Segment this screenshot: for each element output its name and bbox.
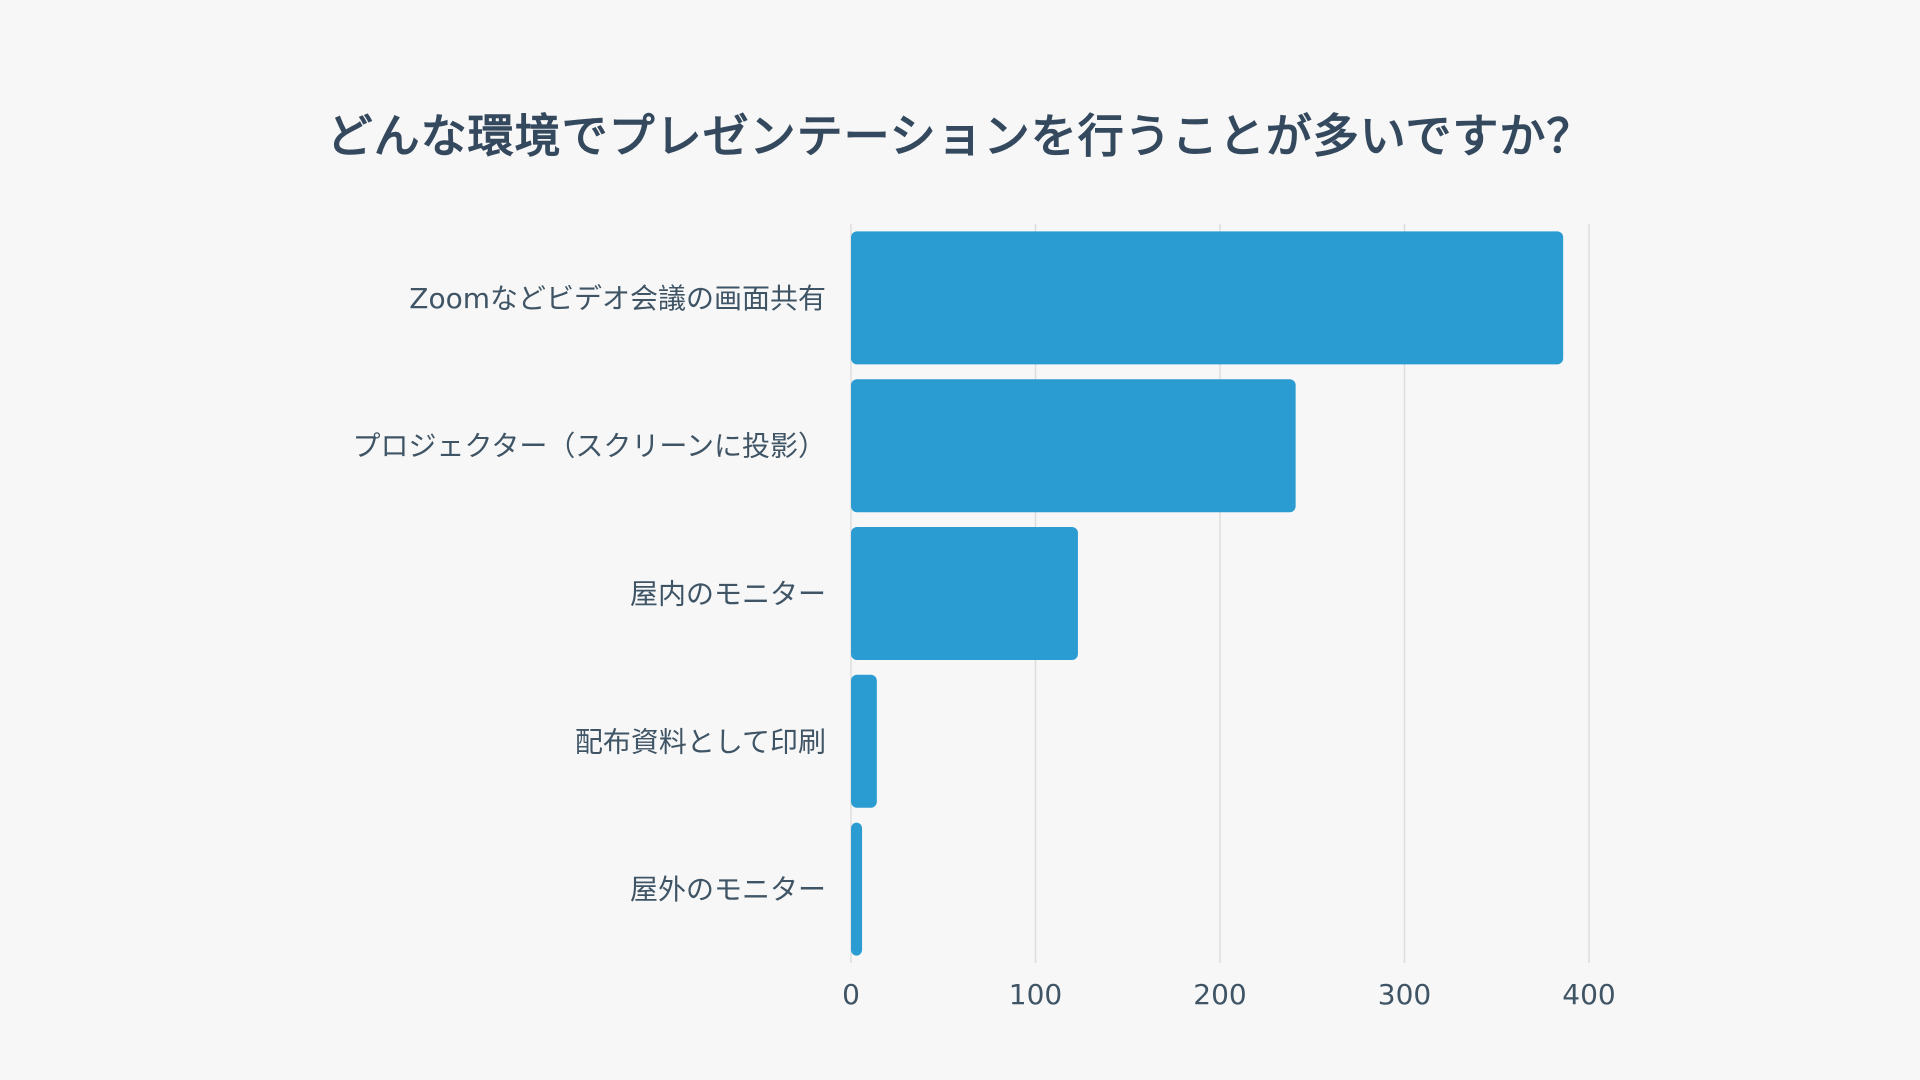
chart-title: どんな環境でプレゼンテーションを行うことが多いですか？ bbox=[326, 109, 1594, 163]
x-tick-label: 400 bbox=[1562, 978, 1615, 1011]
bar-4 bbox=[851, 822, 863, 956]
bar-0 bbox=[851, 231, 1564, 365]
category-label: 配布資料として印刷 bbox=[575, 725, 826, 758]
x-axis-ticks: 0 100 200 300 400 bbox=[842, 978, 1616, 1011]
category-label: Zoomなどビデオ会議の画面共有 bbox=[409, 282, 826, 315]
category-label: 屋外のモニター bbox=[630, 873, 826, 906]
x-tick-label: 100 bbox=[1009, 978, 1062, 1011]
bar-2 bbox=[851, 526, 1078, 661]
category-label: プロジェクター（スクリーンに投影） bbox=[353, 430, 826, 463]
bar-1 bbox=[851, 379, 1296, 513]
bars bbox=[851, 231, 1564, 956]
category-label: 屋内のモニター bbox=[630, 578, 826, 611]
x-tick-label: 0 bbox=[842, 978, 860, 1011]
x-tick-label: 300 bbox=[1378, 978, 1431, 1011]
x-tick-label: 200 bbox=[1193, 978, 1246, 1011]
bar-3 bbox=[851, 674, 877, 808]
